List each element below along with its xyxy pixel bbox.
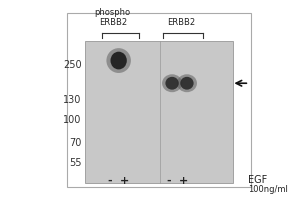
Text: 100ng/ml: 100ng/ml — [248, 185, 288, 194]
Text: ERBB2: ERBB2 — [167, 18, 195, 27]
Text: 70: 70 — [69, 138, 82, 148]
Ellipse shape — [110, 52, 127, 69]
Bar — [67, 13, 251, 187]
Ellipse shape — [106, 48, 131, 73]
Ellipse shape — [177, 74, 197, 92]
Text: 100: 100 — [63, 115, 82, 125]
Text: EGF: EGF — [248, 175, 267, 185]
Text: -: - — [167, 176, 171, 186]
Text: 55: 55 — [69, 158, 82, 168]
Text: 130: 130 — [63, 95, 82, 105]
Text: phospho
ERBB2: phospho ERBB2 — [95, 8, 131, 27]
Bar — [85, 41, 233, 183]
Text: 250: 250 — [63, 60, 82, 70]
Ellipse shape — [162, 74, 182, 92]
Ellipse shape — [165, 77, 179, 90]
Text: +: + — [179, 176, 189, 186]
Ellipse shape — [180, 77, 194, 90]
Text: +: + — [120, 176, 129, 186]
Text: -: - — [107, 176, 112, 186]
